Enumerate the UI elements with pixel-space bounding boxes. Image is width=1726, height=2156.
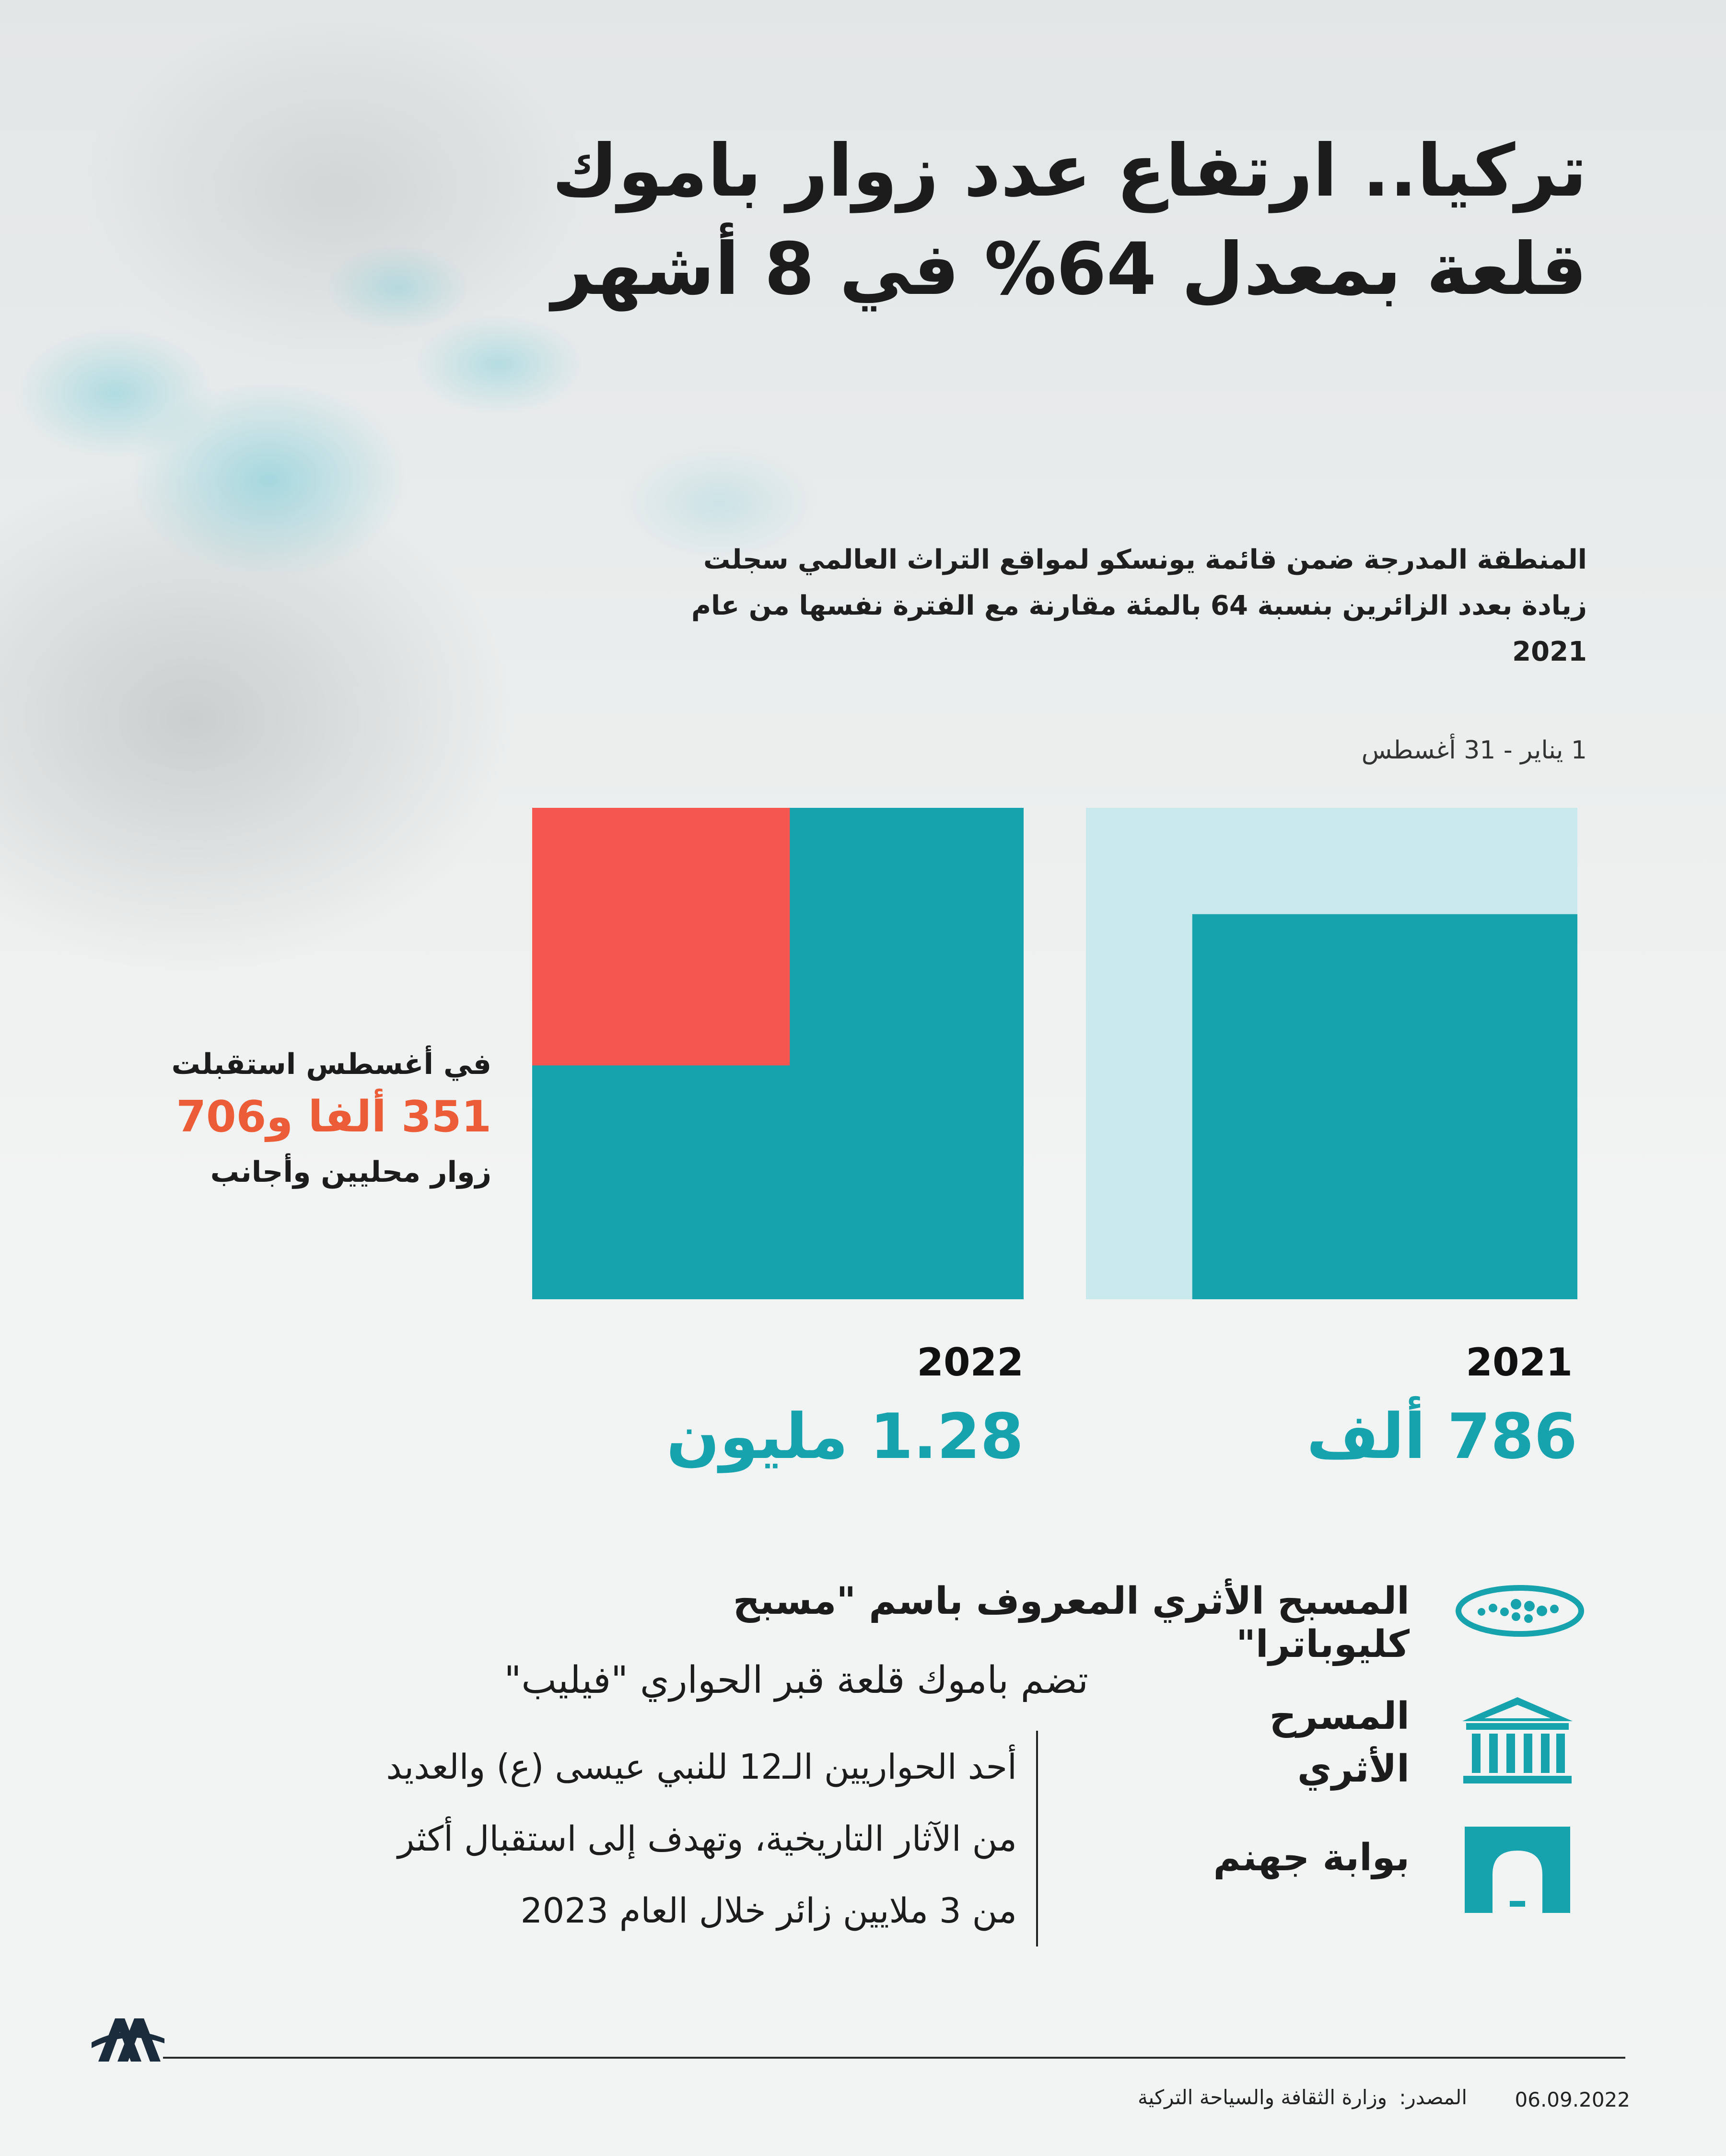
- year-label-2021: 2021: [1466, 1340, 1573, 1385]
- bar-2021: [1192, 914, 1577, 1299]
- philip-title: تضم باموك قلعة قبر الحواري "فيليب": [504, 1659, 1088, 1702]
- feature-theatre: المسرح الأثري: [1218, 1690, 1410, 1795]
- philip-description: أحد الحواريين الـ12 للنبي عيسى (ع) والعد…: [154, 1731, 1038, 1946]
- aa-logo-icon: [92, 2018, 164, 2062]
- philip-line-1: أحد الحواريين الـ12 للنبي عيسى (ع) والعد…: [386, 1747, 1017, 1787]
- period-label: 1 يناير - 31 أغسطس: [1361, 736, 1587, 765]
- august-note-line1: في أغسطس استقبلت: [171, 1048, 491, 1081]
- feature-pool: المسبح الأثري المعروف باسم "مسبح كليوبات…: [733, 1580, 1410, 1666]
- page-title: تركيا.. ارتفاع عدد زوار باموك قلعة بمعدل…: [551, 129, 1587, 311]
- subtitle: المنطقة المدرجة ضمن قائمة يونسكو لمواقع …: [691, 544, 1587, 667]
- august-note-value: 351 ألفا و706: [176, 1092, 491, 1142]
- feature-gate: بوابة جهنم: [1213, 1836, 1410, 1879]
- pool-icon: [1456, 1585, 1584, 1637]
- feature-theatre-line2: الأثري: [1297, 1748, 1410, 1791]
- august-note: في أغسطس استقبلت 351 ألفا و706 زوار محلي…: [156, 1043, 491, 1196]
- source-text: وزارة الثقافة والسياحة التركية: [1137, 2086, 1387, 2109]
- philip-line-3: من 3 ملايين زائر خلال العام 2023: [520, 1890, 1017, 1931]
- theatre-icon: [1462, 1697, 1573, 1783]
- footer-divider: [163, 2057, 1625, 2059]
- footer-date: 06.09.2022: [1515, 2088, 1630, 2111]
- philip-line-2: من الآثار التاريخية، وتهدف إلى استقبال أ…: [397, 1818, 1017, 1859]
- footer-source: المصدر: وزارة الثقافة والسياحة التركية: [1132, 2086, 1467, 2109]
- august-note-line3: زوار محليين وأجانب: [210, 1155, 491, 1189]
- year-label-2022: 2022: [917, 1340, 1024, 1385]
- total-label-2021: 786 ألف: [1306, 1400, 1577, 1473]
- source-label: المصدر:: [1399, 2086, 1467, 2109]
- bar-highlight-august-2022: [532, 808, 790, 1066]
- gate-icon: [1465, 1827, 1570, 1913]
- feature-theatre-line1: المسرح: [1269, 1695, 1410, 1738]
- total-label-2022: 1.28 مليون: [666, 1400, 1024, 1473]
